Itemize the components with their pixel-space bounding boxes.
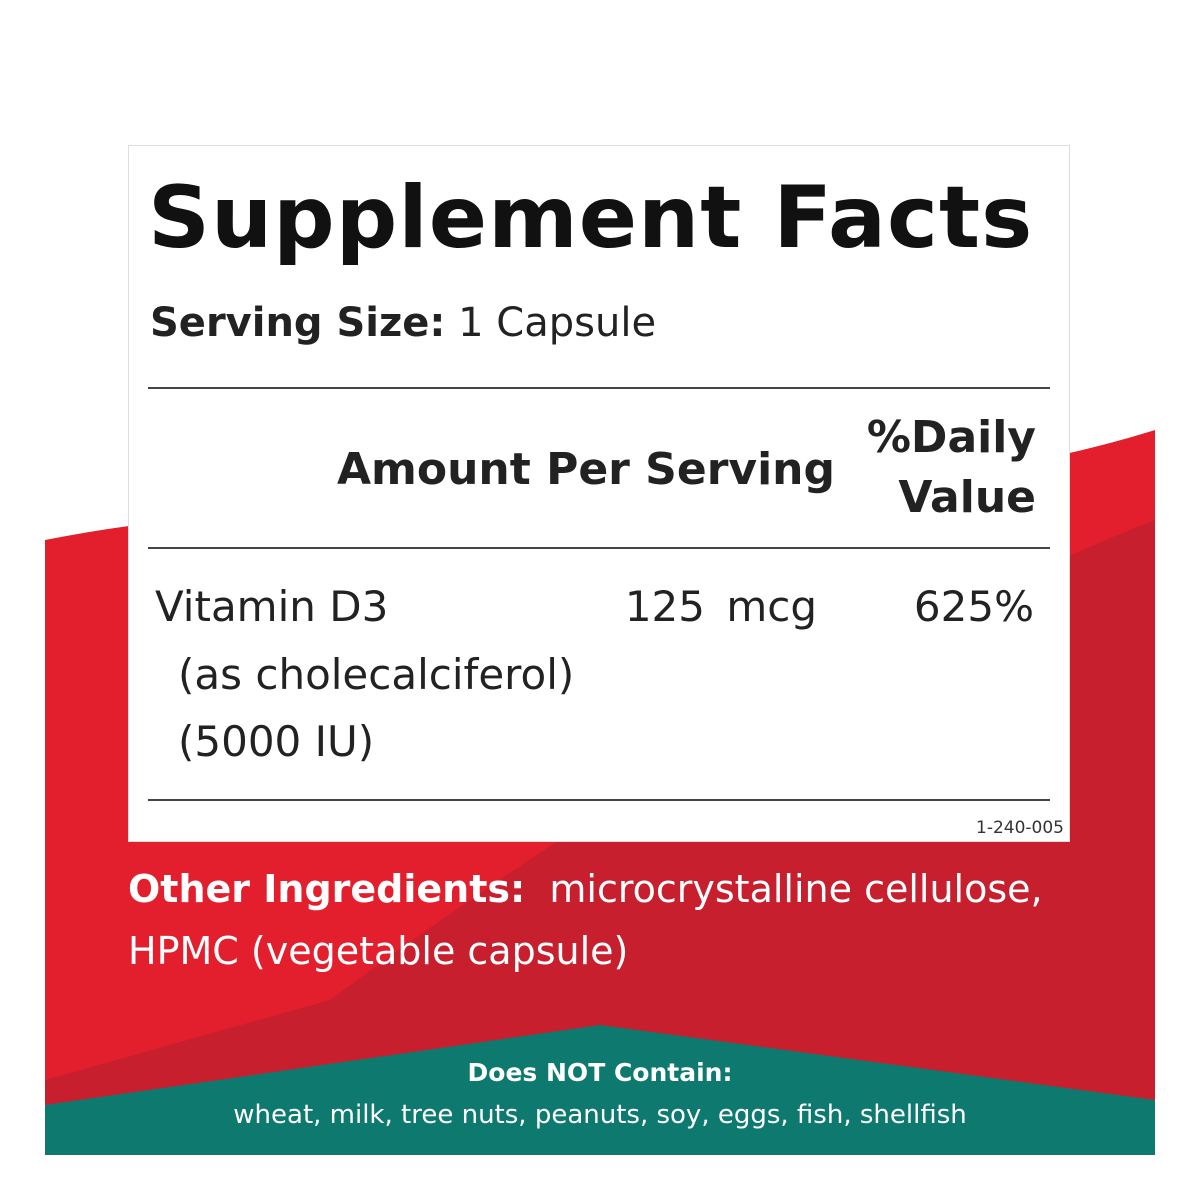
title: Supplement Facts <box>148 168 1034 268</box>
serving-value: 1 Capsule <box>458 300 657 346</box>
amount-header: Amount Per Serving <box>336 444 835 495</box>
serving-label: Serving Size: <box>150 300 446 346</box>
code: 1-240-005 <box>976 818 1064 838</box>
dv-header: %Daily Value <box>866 412 1036 523</box>
serving-size: Serving Size: 1 Capsule <box>150 300 656 346</box>
daily-value: 625% <box>913 582 1034 631</box>
rule <box>148 799 1050 801</box>
rule <box>148 547 1050 549</box>
allergen-title: Does NOT Contain: <box>467 1058 733 1087</box>
teal-band <box>45 1025 1155 1155</box>
nutrient-name: Vitamin D3 <box>155 582 389 631</box>
other-label: Other Ingredients: <box>128 867 526 911</box>
facts-panel <box>128 145 1070 842</box>
rule <box>148 387 1050 389</box>
amount: 125 mcg <box>624 582 817 631</box>
nutrient-detail: (as cholecalciferol) <box>178 650 575 699</box>
nutrient-detail: (5000 IU) <box>178 717 375 766</box>
allergen-list: wheat, milk, tree nuts, peanuts, soy, eg… <box>233 1100 967 1130</box>
other-ingredients: Other Ingredients: microcrystalline cell… <box>128 858 1048 982</box>
other-text: microcrystalline cellulose, HPMC (vegeta… <box>128 867 1043 973</box>
